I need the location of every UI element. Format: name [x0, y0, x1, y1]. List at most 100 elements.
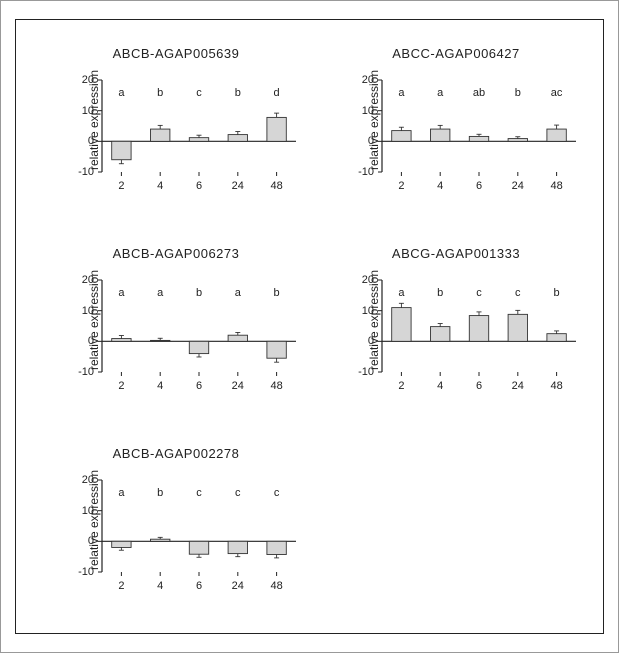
ytick-label: -10 — [76, 566, 94, 578]
significance-label: ab — [473, 87, 485, 99]
significance-label: b — [274, 287, 280, 299]
xtick-label: 24 — [512, 180, 524, 192]
xtick-label: 6 — [476, 180, 482, 192]
xtick-label: 6 — [196, 580, 202, 592]
ytick-label: -10 — [76, 366, 94, 378]
bar — [151, 340, 170, 341]
bar — [151, 129, 170, 141]
significance-label: b — [157, 87, 163, 99]
ytick-label: 10 — [356, 305, 374, 317]
chart-title: ABCB-AGAP002278 — [46, 446, 306, 461]
chart-c4: ABCG-AGAP001333relative expression-10010… — [326, 240, 586, 400]
significance-label: b — [554, 287, 560, 299]
ytick-label: -10 — [356, 166, 374, 178]
ytick-label: 10 — [76, 105, 94, 117]
significance-label: b — [196, 287, 202, 299]
bar — [508, 139, 527, 142]
xtick-label: 24 — [512, 380, 524, 392]
chart-grid: ABCB-AGAP005639relative expression-10010… — [16, 20, 603, 633]
bar — [469, 136, 488, 141]
ytick-label: 0 — [76, 335, 94, 347]
xtick-label: 4 — [437, 380, 443, 392]
significance-label: c — [235, 487, 241, 499]
bar — [112, 339, 131, 342]
ytick-label: 0 — [356, 135, 374, 147]
xtick-label: 4 — [437, 180, 443, 192]
significance-label: c — [515, 287, 521, 299]
ytick-label: 0 — [356, 335, 374, 347]
xtick-label: 24 — [232, 180, 244, 192]
ytick-label: 20 — [76, 274, 94, 286]
bar — [189, 541, 208, 554]
bar — [431, 129, 450, 141]
xtick-label: 4 — [157, 580, 163, 592]
chart-title: ABCB-AGAP005639 — [46, 46, 306, 61]
xtick-label: 48 — [550, 380, 562, 392]
significance-label: b — [437, 287, 443, 299]
chart-c5: ABCB-AGAP002278relative expression-10010… — [46, 440, 306, 600]
xtick-label: 24 — [232, 380, 244, 392]
xtick-label: 48 — [550, 180, 562, 192]
bar — [547, 129, 566, 141]
figure-panel: ABCB-AGAP005639relative expression-10010… — [15, 19, 604, 634]
bar — [267, 341, 286, 358]
bar — [267, 541, 286, 554]
xtick-label: 24 — [232, 580, 244, 592]
significance-label: a — [118, 87, 124, 99]
ytick-label: 10 — [76, 505, 94, 517]
ytick-label: 10 — [76, 305, 94, 317]
ytick-label: 0 — [76, 135, 94, 147]
significance-label: a — [437, 87, 443, 99]
xtick-label: 48 — [270, 180, 282, 192]
bar — [508, 314, 527, 341]
ytick-label: 20 — [356, 74, 374, 86]
xtick-label: 2 — [398, 380, 404, 392]
xtick-label: 2 — [118, 580, 124, 592]
xtick-label: 4 — [157, 380, 163, 392]
significance-label: c — [196, 487, 202, 499]
chart-c2: ABCC-AGAP006427relative expression-10010… — [326, 40, 586, 200]
significance-label: d — [274, 87, 280, 99]
bar — [189, 138, 208, 142]
significance-label: a — [235, 287, 241, 299]
significance-label: a — [157, 287, 163, 299]
xtick-label: 48 — [270, 380, 282, 392]
chart-c1: ABCB-AGAP005639relative expression-10010… — [46, 40, 306, 200]
bar — [151, 539, 170, 541]
xtick-label: 6 — [196, 380, 202, 392]
ytick-label: -10 — [76, 166, 94, 178]
chart-title: ABCB-AGAP006273 — [46, 246, 306, 261]
bar — [228, 335, 247, 341]
bar — [267, 117, 286, 141]
bar — [392, 308, 411, 342]
chart-title: ABCG-AGAP001333 — [326, 246, 586, 261]
chart-title: ABCC-AGAP006427 — [326, 46, 586, 61]
xtick-label: 6 — [476, 380, 482, 392]
significance-label: c — [196, 87, 202, 99]
significance-label: b — [515, 87, 521, 99]
ytick-label: -10 — [356, 366, 374, 378]
ytick-label: 10 — [356, 105, 374, 117]
chart-c3: ABCB-AGAP006273relative expression-10010… — [46, 240, 306, 400]
ytick-label: 0 — [76, 535, 94, 547]
significance-label: b — [157, 487, 163, 499]
xtick-label: 2 — [398, 180, 404, 192]
significance-label: c — [476, 287, 482, 299]
bar — [228, 135, 247, 142]
outer-frame: ABCB-AGAP005639relative expression-10010… — [0, 0, 619, 653]
significance-label: ac — [551, 87, 563, 99]
bar — [547, 334, 566, 342]
significance-label: a — [118, 287, 124, 299]
significance-label: a — [398, 287, 404, 299]
xtick-label: 48 — [270, 580, 282, 592]
ytick-label: 20 — [356, 274, 374, 286]
xtick-label: 2 — [118, 380, 124, 392]
bar — [189, 341, 208, 353]
bar — [112, 141, 131, 159]
significance-label: b — [235, 87, 241, 99]
bar — [228, 541, 247, 553]
ytick-label: 20 — [76, 474, 94, 486]
significance-label: c — [274, 487, 280, 499]
significance-label: a — [398, 87, 404, 99]
bar — [392, 131, 411, 142]
